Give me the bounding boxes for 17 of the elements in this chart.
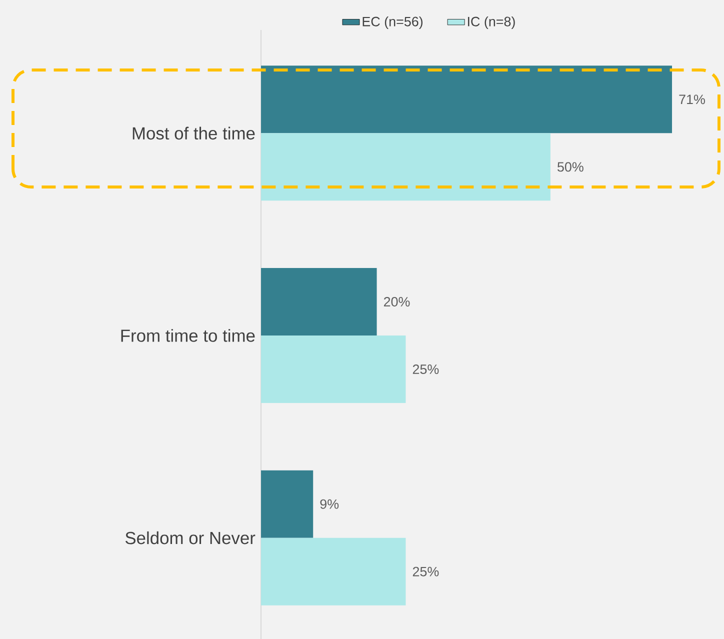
legend-label: EC (n=56): [362, 16, 423, 29]
bar: [261, 133, 550, 201]
y-tick-label: Seldom or Never: [125, 531, 256, 544]
data-label: 20%: [384, 296, 410, 307]
y-tick-label: From time to time: [121, 329, 255, 342]
data-label: 25%: [412, 364, 439, 374]
y-tick-label: Most of the time: [132, 126, 255, 140]
bar: [261, 538, 406, 606]
data-label: 9%: [320, 499, 339, 509]
bar: [261, 268, 377, 336]
bar: [261, 66, 672, 134]
data-label: 25%: [412, 566, 439, 576]
bar: [261, 470, 314, 538]
data-label: 50%: [557, 162, 584, 172]
bar: [261, 336, 406, 404]
legend-label: IC (n=8): [468, 16, 515, 29]
data-label: 71%: [679, 94, 705, 104]
